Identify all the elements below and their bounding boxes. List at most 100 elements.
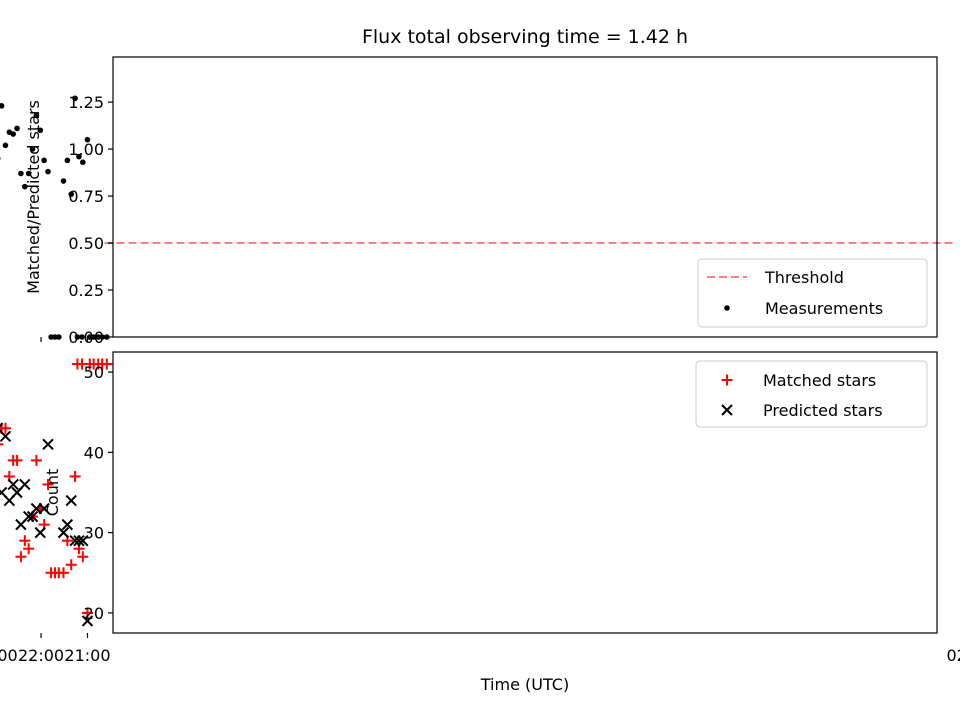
x-tick-label: 23:00 [0, 646, 18, 665]
plus-marker [69, 470, 81, 482]
x-marker [61, 518, 74, 531]
data-point [18, 170, 24, 177]
data-point [60, 178, 67, 184]
data-point [0, 103, 5, 109]
x-stroke [57, 526, 70, 539]
data-point [68, 191, 75, 197]
data-point [37, 127, 44, 134]
x-marker [0, 422, 4, 434]
plus-marker [0, 443, 4, 446]
legend: Matched stars Predicted stars [695, 360, 928, 428]
data-point [99, 334, 105, 340]
x-stroke [0, 430, 12, 443]
legend-label: Threshold [764, 268, 844, 287]
plus-marker [42, 478, 54, 490]
legend-box [697, 258, 928, 328]
y-tick-label: 50 [84, 363, 104, 382]
data-point [84, 136, 91, 143]
plus-marker [65, 559, 77, 571]
x-marker [26, 510, 39, 523]
top-panel: 0.00 0.25 0.50 0.75 1.00 1.25 Matched/Predicte… [0, 56, 955, 347]
legend-box [695, 360, 928, 428]
plus-marker [77, 551, 89, 563]
y-axis-label: Matched/Predicted stars [24, 100, 43, 294]
x-marker [69, 534, 81, 547]
data-point [2, 142, 9, 149]
x-stroke [61, 518, 74, 531]
y-tick-label: 40 [84, 443, 104, 462]
axes-frame [112, 351, 938, 634]
data-point [79, 334, 85, 340]
x-tick-label: 02:00 [946, 646, 960, 665]
x-axis-label: Time (UTC) [480, 675, 569, 694]
data-point [14, 125, 20, 132]
plus-marker [45, 567, 57, 579]
plus-marker [15, 551, 27, 563]
y-tick-label: 0.25 [68, 281, 104, 300]
data-point [86, 334, 93, 340]
legend-x-marker [721, 404, 733, 416]
chart-title: Flux total observing time = 1.42 h [362, 26, 688, 48]
data-point [90, 334, 97, 340]
series-measurements [0, 95, 110, 340]
x-stroke [0, 429, 4, 434]
data-point [80, 159, 86, 166]
y-tick-label: 1.00 [68, 140, 104, 159]
legend-measurement-marker [724, 305, 730, 311]
data-point [25, 170, 32, 177]
data-point [48, 334, 54, 340]
x-stroke [65, 494, 77, 507]
data-point [6, 129, 13, 135]
data-point [72, 95, 78, 102]
data-point [21, 183, 28, 190]
x-marker [0, 486, 8, 499]
data-point [33, 112, 40, 119]
data-point [64, 157, 71, 164]
y-axis-label: Count [43, 469, 62, 517]
data-point [52, 334, 58, 340]
x-stroke [26, 510, 39, 523]
x-marker [57, 526, 70, 539]
x-stroke [73, 534, 85, 547]
x-marker [73, 534, 85, 547]
x-stroke [69, 534, 81, 547]
x-marker [15, 518, 27, 531]
y-tick-label: 0.75 [68, 187, 104, 206]
y-tick-label: 0.50 [68, 234, 104, 253]
x-marker [65, 494, 77, 507]
x-tick-label: 21:00 [64, 646, 110, 665]
plus-marker [23, 543, 35, 555]
data-point [45, 168, 51, 175]
x-stroke [3, 494, 16, 507]
y-tick-label: 0.00 [68, 328, 104, 347]
data-point [41, 157, 47, 164]
x-stroke [15, 518, 27, 531]
data-point [56, 334, 62, 340]
data-point [104, 334, 110, 340]
legend-label: Measurements [765, 299, 883, 318]
x-marker [81, 615, 94, 627]
x-tick-label: 22:00 [18, 646, 64, 665]
x-stroke [42, 438, 54, 451]
data-point [29, 146, 36, 152]
plus-marker [30, 454, 42, 466]
x-stroke [0, 486, 8, 496]
series-predicted-stars [0, 422, 94, 627]
legend-label: Predicted stars [763, 401, 883, 420]
data-point [76, 153, 82, 160]
data-point [95, 334, 102, 340]
x-marker [7, 478, 19, 491]
plus-marker [81, 607, 93, 619]
x-marker [34, 526, 46, 539]
data-point [0, 156, 1, 161]
y-tick-label: 1.25 [68, 93, 104, 112]
bottom-panel: 2030405021:0022:0023:0000:0001:0002:00Co… [0, 351, 960, 665]
plus-marker [7, 454, 19, 466]
x-marker [42, 438, 54, 451]
x-stroke [81, 615, 94, 627]
x-stroke [0, 422, 4, 428]
plus-marker [71, 358, 83, 370]
data-point [74, 334, 81, 340]
y-tick-label: 30 [84, 524, 104, 543]
